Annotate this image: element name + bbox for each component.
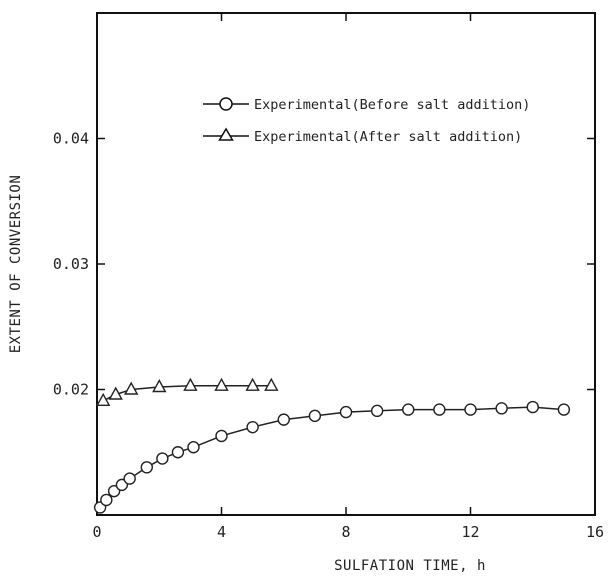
data-point <box>215 429 228 443</box>
data-point <box>339 405 353 419</box>
x-axis-ticks: 0 4 8 12 16 <box>92 13 604 541</box>
data-point <box>187 441 200 454</box>
x-tick-label: 8 <box>341 523 350 541</box>
legend-circle-marker <box>219 97 233 111</box>
data-point <box>402 403 415 416</box>
series-circle <box>93 400 571 514</box>
y-tick-label: 0.03 <box>53 255 89 273</box>
data-point <box>140 461 154 474</box>
x-tick-label: 12 <box>461 523 479 541</box>
data-point <box>152 379 167 393</box>
data-point <box>214 377 229 391</box>
data-point <box>495 402 508 415</box>
legend: Experimental(Before salt addition) Exper… <box>203 97 530 145</box>
y-tick-label: 0.02 <box>53 381 89 399</box>
y-tick-label: 0.04 <box>53 130 89 148</box>
data-point <box>433 403 446 416</box>
data-point <box>464 403 477 416</box>
data-point <box>526 400 539 414</box>
plot-frame <box>96 12 596 516</box>
data-point <box>108 386 123 400</box>
data-point <box>277 413 290 426</box>
x-tick-label: 0 <box>92 523 101 541</box>
y-axis-title: EXTENT OF CONVERSION <box>8 175 24 354</box>
data-point <box>308 409 322 423</box>
x-tick-label: 4 <box>217 523 226 541</box>
legend-triangle-marker <box>218 127 234 141</box>
data-point <box>370 404 384 418</box>
data-point <box>246 420 259 434</box>
series-triangle <box>96 377 279 406</box>
data-point <box>96 392 111 406</box>
data-point <box>557 403 571 416</box>
legend-label-after: Experimental(After salt addition) <box>254 129 522 145</box>
y-axis-ticks: 0.02 0.03 0.04 <box>53 130 595 399</box>
series-layer <box>93 377 571 514</box>
data-point <box>156 452 169 465</box>
x-axis-title: SULFATION TIME, h <box>334 558 486 574</box>
data-point <box>171 446 185 459</box>
data-point <box>264 377 279 391</box>
legend-label-before: Experimental(Before salt addition) <box>254 97 530 113</box>
x-tick-label: 16 <box>586 523 604 541</box>
data-point <box>245 377 260 391</box>
data-point <box>183 377 198 391</box>
series-line <box>99 406 564 508</box>
data-point <box>124 381 139 395</box>
data-point <box>123 472 136 485</box>
data-point <box>100 493 113 507</box>
